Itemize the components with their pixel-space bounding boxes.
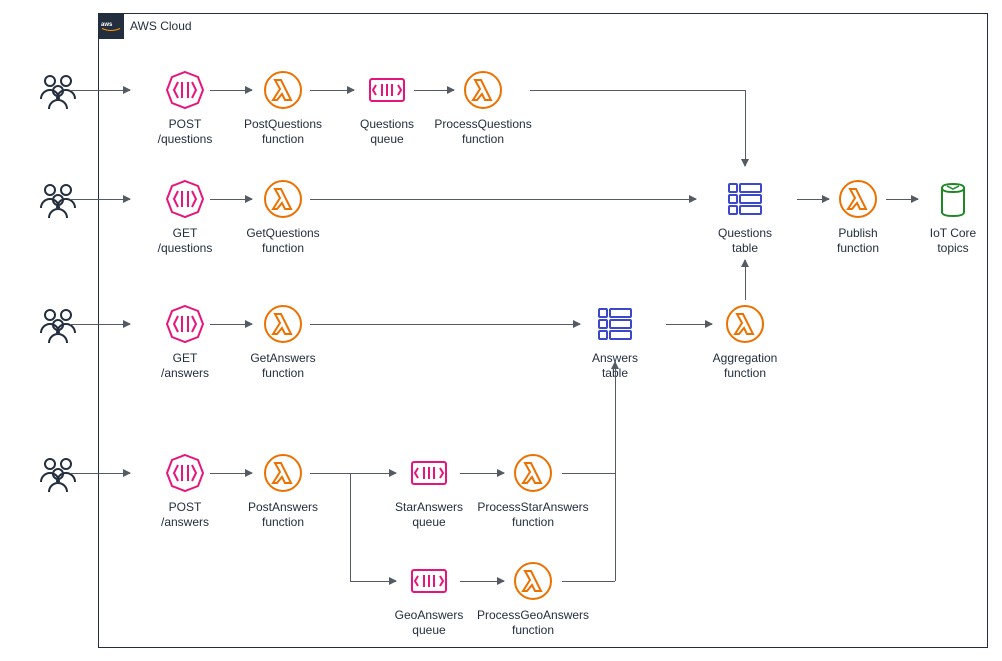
arrow: [666, 324, 712, 325]
aws-cloud-border: [98, 13, 988, 648]
api-gateway-icon: [164, 178, 206, 220]
lambda-icon: [724, 303, 766, 345]
api-gateway-icon: [164, 452, 206, 494]
api-gateway-icon: [164, 303, 206, 345]
node-label: Aggregationfunction: [713, 351, 778, 381]
node-label: GeoAnswersqueue: [395, 608, 464, 638]
arrow: [414, 90, 454, 91]
arrow: [70, 473, 130, 474]
arrow: [615, 362, 616, 473]
lambda-icon: [837, 178, 879, 220]
node-label: GetQuestionsfunction: [246, 226, 319, 256]
arrow: [70, 324, 130, 325]
node-lambda_posta: PostAnswersfunction: [240, 452, 326, 530]
sqs-icon: [366, 69, 408, 111]
arrow: [350, 581, 396, 582]
node-label: ProcessGeoAnswersfunction: [477, 608, 589, 638]
arrow: [310, 199, 696, 200]
node-lambda_procq: ProcessQuestionsfunction: [440, 69, 526, 147]
dynamodb-icon: [724, 178, 766, 220]
arrow: [460, 581, 504, 582]
arrow: [210, 199, 252, 200]
aws-cloud-title: AWS Cloud: [130, 19, 192, 33]
node-lambda_procgeo: ProcessGeoAnswersfunction: [490, 560, 576, 638]
sqs-icon: [408, 560, 450, 602]
node-label: PostQuestionsfunction: [244, 117, 322, 147]
api-gateway-icon: [164, 69, 206, 111]
lambda-icon: [462, 69, 504, 111]
node-label: ProcessQuestionsfunction: [434, 117, 531, 147]
arrow: [886, 199, 918, 200]
arrow: [70, 199, 130, 200]
node-label: PostAnswersfunction: [248, 500, 318, 530]
node-lambda_agg: Aggregationfunction: [702, 303, 788, 381]
arrow: [210, 473, 252, 474]
node-iot: IoT Coretopics: [910, 178, 996, 256]
node-label: GET/questions: [158, 226, 213, 256]
arrow: [350, 473, 351, 581]
arrow: [210, 324, 252, 325]
node-ddb_q: Questionstable: [702, 178, 788, 256]
node-sqs_star: StarAnswersqueue: [386, 452, 472, 530]
svg-text:aws: aws: [101, 22, 113, 28]
node-api2: GET/questions: [142, 178, 228, 256]
aws-badge-icon: aws: [98, 13, 124, 39]
node-lambda_postq: PostQuestionsfunction: [240, 69, 326, 147]
node-sqs_q: Questionsqueue: [344, 69, 430, 147]
lambda-icon: [512, 560, 554, 602]
node-lambda_geta: GetAnswersfunction: [240, 303, 326, 381]
arrow: [210, 90, 252, 91]
lambda-icon: [262, 452, 304, 494]
node-label: GetAnswersfunction: [250, 351, 315, 381]
arrow: [562, 581, 615, 582]
lambda-icon: [512, 452, 554, 494]
arrow: [310, 473, 350, 474]
arrow: [70, 90, 130, 91]
lambda-icon: [262, 303, 304, 345]
node-label: Publishfunction: [837, 226, 879, 256]
node-label: GET/answers: [161, 351, 209, 381]
node-lambda_pub: Publishfunction: [815, 178, 901, 256]
arrow: [615, 473, 616, 581]
arrow: [310, 324, 580, 325]
node-lambda_getq: GetQuestionsfunction: [240, 178, 326, 256]
iot-core-icon: [932, 178, 974, 220]
arrow: [530, 90, 745, 91]
lambda-icon: [262, 178, 304, 220]
node-label: StarAnswersqueue: [395, 500, 463, 530]
node-api1: POST/questions: [142, 69, 228, 147]
node-label: POST/questions: [158, 117, 213, 147]
node-label: Questionstable: [718, 226, 772, 256]
sqs-icon: [408, 452, 450, 494]
node-api4: POST/answers: [142, 452, 228, 530]
arrow: [460, 473, 504, 474]
node-label: IoT Coretopics: [930, 226, 976, 256]
arrow: [745, 260, 746, 300]
lambda-icon: [262, 69, 304, 111]
node-lambda_procstar: ProcessStarAnswersfunction: [490, 452, 576, 530]
arrow: [745, 90, 746, 166]
arrow: [350, 473, 396, 474]
dynamodb-icon: [594, 303, 636, 345]
node-label: POST/answers: [161, 500, 209, 530]
arrow: [310, 90, 354, 91]
arrow: [562, 473, 615, 474]
node-api3: GET/answers: [142, 303, 228, 381]
node-sqs_geo: GeoAnswersqueue: [386, 560, 472, 638]
node-label: Questionsqueue: [360, 117, 414, 147]
node-label: ProcessStarAnswersfunction: [477, 500, 588, 530]
arrow: [797, 199, 829, 200]
